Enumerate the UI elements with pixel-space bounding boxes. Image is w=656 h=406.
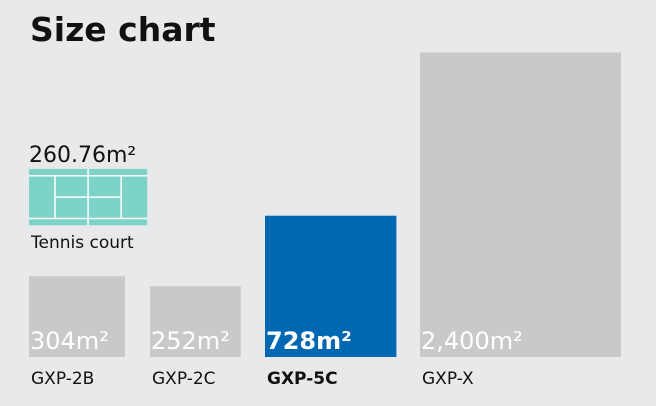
- reference-value-label: 260.76m²: [29, 143, 136, 168]
- value-label: 728m²: [266, 327, 352, 355]
- category-label: GXP-X: [422, 369, 474, 389]
- category-label: GXP-2C: [152, 369, 216, 389]
- category-label: GXP-5C: [267, 369, 338, 389]
- value-label: 304m²: [30, 327, 109, 355]
- chart-title: Size chart: [30, 10, 216, 49]
- value-label: 2,400m²: [421, 327, 523, 355]
- category-label: GXP-2B: [31, 369, 94, 389]
- reference-name: Tennis court: [30, 233, 134, 253]
- value-label: 252m²: [151, 327, 230, 355]
- chart: Size chart 304m² GXP-2B 252m² GXP-2C 728m² GX…: [0, 0, 656, 406]
- size-block: [420, 52, 621, 357]
